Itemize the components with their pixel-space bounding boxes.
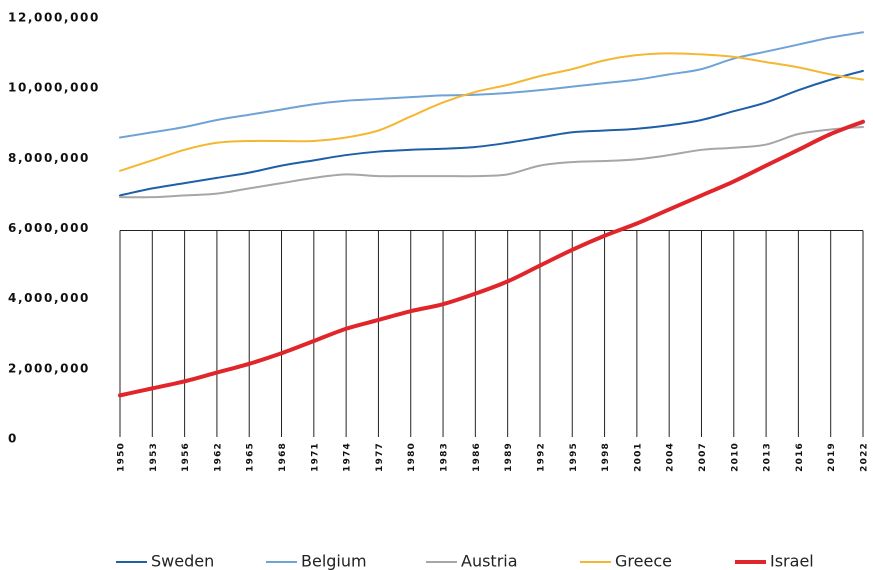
y-tick-label: 6,000,000 [8, 221, 90, 235]
x-tick-label: 1989 [504, 442, 514, 472]
y-tick-label: 10,000,000 [8, 81, 100, 95]
series-line [119, 69, 864, 197]
series-line [118, 119, 865, 398]
x-tick-label: 2022 [860, 442, 870, 472]
x-tick-label: 2013 [763, 442, 773, 472]
legend-label: Israel [770, 552, 814, 570]
series-line [119, 31, 864, 139]
series-line [119, 126, 864, 199]
x-tick-label: 2010 [730, 442, 740, 472]
y-tick-label: 2,000,000 [8, 361, 90, 375]
x-tick-label: 1977 [375, 442, 385, 472]
x-tick-label: 1995 [569, 442, 579, 472]
x-tick-label: 1965 [246, 442, 256, 472]
x-tick-label: 2007 [698, 442, 708, 472]
x-tick-label: 1956 [181, 442, 191, 472]
legend: Sweden Belgium Austria Greece Israel [116, 552, 814, 570]
x-tick-label: 1953 [149, 442, 159, 472]
legend-label: Belgium [301, 552, 367, 570]
x-tick-label: 1986 [472, 442, 482, 472]
legend-label: Austria [461, 552, 518, 570]
x-tick-label: 1980 [407, 442, 417, 472]
x-tick-label: 1998 [601, 442, 611, 472]
y-tick-label: 4,000,000 [8, 291, 90, 305]
x-tick-label: 1962 [213, 442, 223, 472]
grid [119, 230, 864, 437]
x-tick-label: 2019 [827, 442, 837, 472]
lines [118, 31, 865, 398]
x-tick-label: 2004 [666, 442, 676, 472]
x-tick-label: 1950 [117, 442, 127, 472]
x-tick-label: 2001 [633, 442, 643, 472]
x-tick-label: 1971 [310, 442, 320, 472]
x-tick-label: 1983 [440, 442, 450, 472]
x-tick-label: 1974 [343, 442, 353, 472]
y-tick-label: 0 [8, 432, 18, 446]
x-tick-label: 2016 [795, 442, 805, 472]
x-tick-label: 1968 [278, 442, 288, 472]
x-tick-label: 1992 [536, 442, 546, 472]
legend-label: Sweden [151, 552, 214, 570]
series-line [119, 52, 864, 172]
legend-label: Greece [615, 552, 672, 570]
labels: 0 2,000,000 4,000,000 6,000,000 8,000,000 10,… [8, 11, 870, 472]
y-tick-label: 8,000,000 [8, 151, 90, 165]
y-tick-label: 12,000,000 [8, 11, 100, 25]
